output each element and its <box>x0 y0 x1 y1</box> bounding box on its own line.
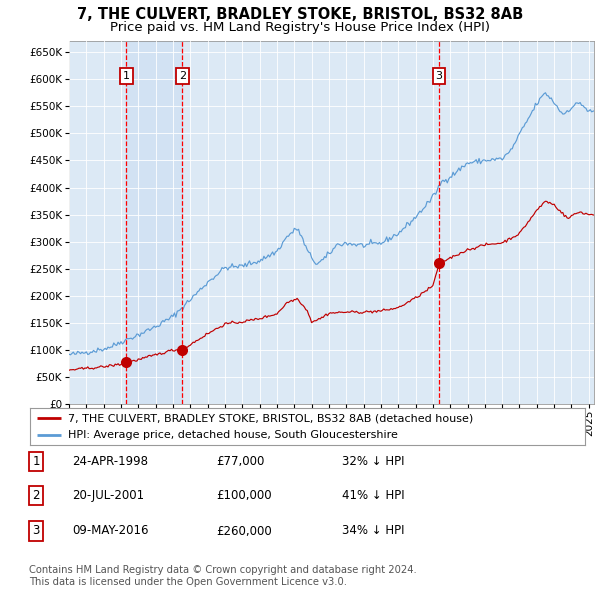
Text: 41% ↓ HPI: 41% ↓ HPI <box>342 489 404 502</box>
Text: Price paid vs. HM Land Registry's House Price Index (HPI): Price paid vs. HM Land Registry's House … <box>110 21 490 34</box>
Text: 7, THE CULVERT, BRADLEY STOKE, BRISTOL, BS32 8AB: 7, THE CULVERT, BRADLEY STOKE, BRISTOL, … <box>77 7 523 22</box>
Text: 20-JUL-2001: 20-JUL-2001 <box>72 489 144 502</box>
Text: 1: 1 <box>123 71 130 81</box>
Text: 3: 3 <box>32 525 40 537</box>
Text: £100,000: £100,000 <box>216 489 272 502</box>
Text: £260,000: £260,000 <box>216 525 272 537</box>
Text: 09-MAY-2016: 09-MAY-2016 <box>72 525 149 537</box>
Text: 34% ↓ HPI: 34% ↓ HPI <box>342 525 404 537</box>
Text: 24-APR-1998: 24-APR-1998 <box>72 455 148 468</box>
Text: HPI: Average price, detached house, South Gloucestershire: HPI: Average price, detached house, Sout… <box>68 431 398 440</box>
Bar <box>127 41 182 404</box>
Text: 32% ↓ HPI: 32% ↓ HPI <box>342 455 404 468</box>
Text: Contains HM Land Registry data © Crown copyright and database right 2024.
This d: Contains HM Land Registry data © Crown c… <box>29 565 416 587</box>
Text: 7, THE CULVERT, BRADLEY STOKE, BRISTOL, BS32 8AB (detached house): 7, THE CULVERT, BRADLEY STOKE, BRISTOL, … <box>68 414 473 423</box>
Text: 2: 2 <box>32 489 40 502</box>
Text: £77,000: £77,000 <box>216 455 265 468</box>
Text: 2: 2 <box>179 71 186 81</box>
Text: 1: 1 <box>32 455 40 468</box>
Text: 3: 3 <box>436 71 443 81</box>
